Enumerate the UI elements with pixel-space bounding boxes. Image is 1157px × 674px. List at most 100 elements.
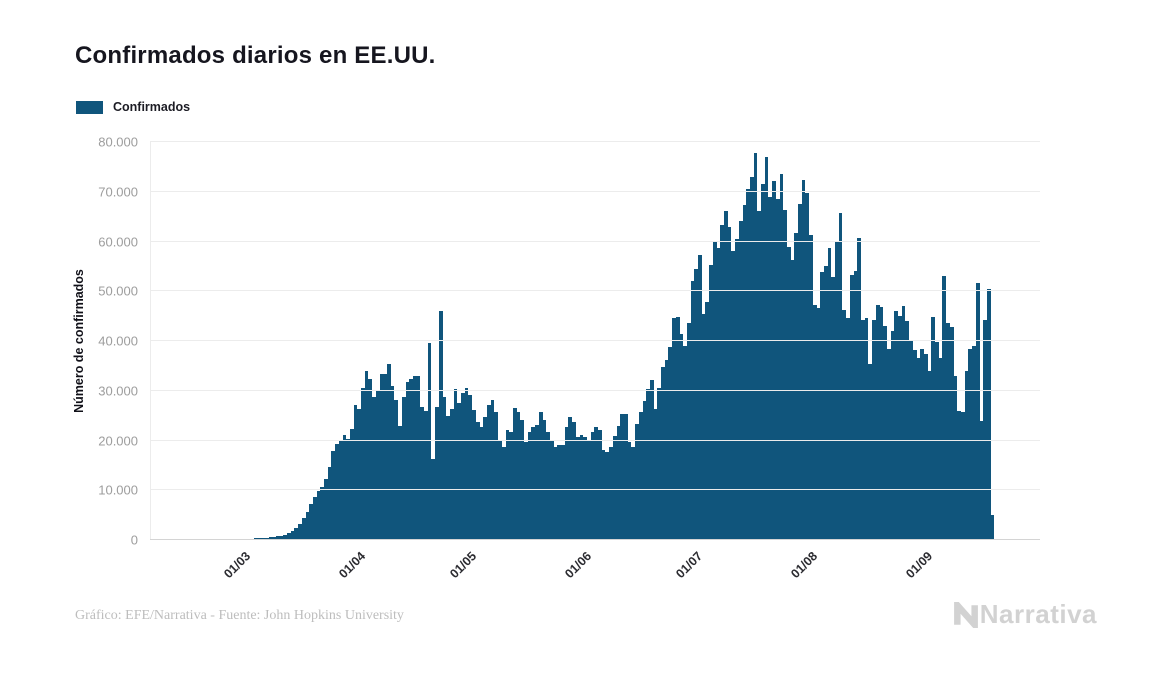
bar [424, 411, 428, 539]
bar [753, 153, 758, 539]
bar [486, 405, 491, 539]
bar [679, 333, 684, 539]
bar [335, 444, 339, 539]
bar [664, 360, 669, 539]
bar [527, 432, 532, 539]
bar [783, 210, 787, 539]
bar [331, 451, 336, 539]
bar [798, 203, 802, 539]
bar [405, 382, 410, 539]
bar [635, 423, 639, 539]
y-tick-label: 0 [130, 532, 138, 548]
bar [790, 259, 795, 539]
bar [468, 395, 473, 539]
bar [898, 315, 902, 539]
bar [542, 419, 547, 539]
bar [394, 399, 399, 539]
page-title: Confirmados diarios en EE.UU. [75, 42, 436, 69]
gridline [150, 489, 1040, 491]
bar [923, 354, 928, 539]
bar [657, 387, 662, 539]
bar [601, 450, 606, 539]
y-tick-label: 80.000 [98, 134, 138, 150]
bar [883, 325, 887, 539]
bar [520, 419, 525, 539]
bar [605, 451, 610, 539]
x-tick-label: 01/04 [335, 549, 368, 582]
bar [290, 530, 295, 539]
bar [379, 374, 384, 539]
bar [568, 417, 573, 539]
bar [383, 374, 387, 539]
bar [938, 357, 943, 539]
y-tick-label: 60.000 [98, 234, 138, 249]
bar [312, 496, 317, 539]
bar [983, 319, 987, 539]
bar [868, 364, 873, 539]
bar [327, 467, 332, 539]
bar [738, 221, 743, 539]
bar [757, 211, 762, 539]
attribution-text: Gráfico: EFE/Narrativa - Fuente: John Ho… [75, 608, 404, 623]
bar [653, 409, 658, 539]
bar [316, 491, 321, 539]
bar [431, 459, 436, 539]
bar [827, 247, 832, 539]
bar [416, 376, 421, 539]
bar [686, 322, 691, 539]
y-tick-label: 50.000 [98, 283, 138, 299]
bar [820, 271, 824, 539]
bar [675, 317, 680, 539]
bar [894, 310, 899, 539]
bar-series-confirmados [150, 142, 996, 539]
bar [583, 437, 587, 539]
bar [953, 376, 958, 539]
bar [857, 237, 861, 539]
bar [475, 422, 480, 539]
bar [990, 514, 995, 539]
bar [301, 518, 306, 539]
bar [805, 193, 810, 539]
bar [705, 301, 710, 539]
bar [949, 326, 954, 539]
bar [912, 350, 917, 539]
bar [668, 346, 673, 539]
bar [931, 316, 936, 539]
bar [742, 204, 747, 539]
bar [786, 246, 791, 539]
bar [864, 317, 869, 539]
y-tick-label: 30.000 [98, 383, 138, 399]
bar [735, 238, 739, 539]
bar [320, 487, 325, 539]
bar [823, 266, 828, 539]
bar [353, 404, 358, 539]
bar [438, 310, 443, 539]
bar [261, 537, 265, 539]
bar [401, 396, 406, 539]
bar [398, 426, 402, 539]
bar [957, 411, 961, 539]
bar [872, 319, 876, 539]
gridline [150, 290, 1040, 292]
narrativa-logo-icon [953, 601, 978, 628]
bar [905, 320, 910, 539]
bar [609, 446, 613, 539]
bar [516, 412, 521, 539]
bar [349, 429, 354, 539]
y-tick-label: 20.000 [98, 433, 138, 448]
bar [298, 523, 302, 539]
bar [683, 345, 687, 539]
bar [372, 396, 376, 539]
legend-label: Confirmados [113, 100, 191, 114]
bar [968, 349, 973, 539]
bar [727, 226, 732, 539]
y-tick-label: 70.000 [98, 184, 138, 200]
bar [375, 391, 380, 539]
x-tick-label: 01/06 [562, 549, 595, 582]
bar [546, 432, 550, 539]
bar [627, 442, 632, 539]
bar [305, 511, 310, 539]
bar [387, 364, 391, 539]
plot-area: 0 10.000 20.000 30.000 40.000 50.000 60.000 70.… [98, 135, 1040, 581]
bar [886, 349, 891, 539]
